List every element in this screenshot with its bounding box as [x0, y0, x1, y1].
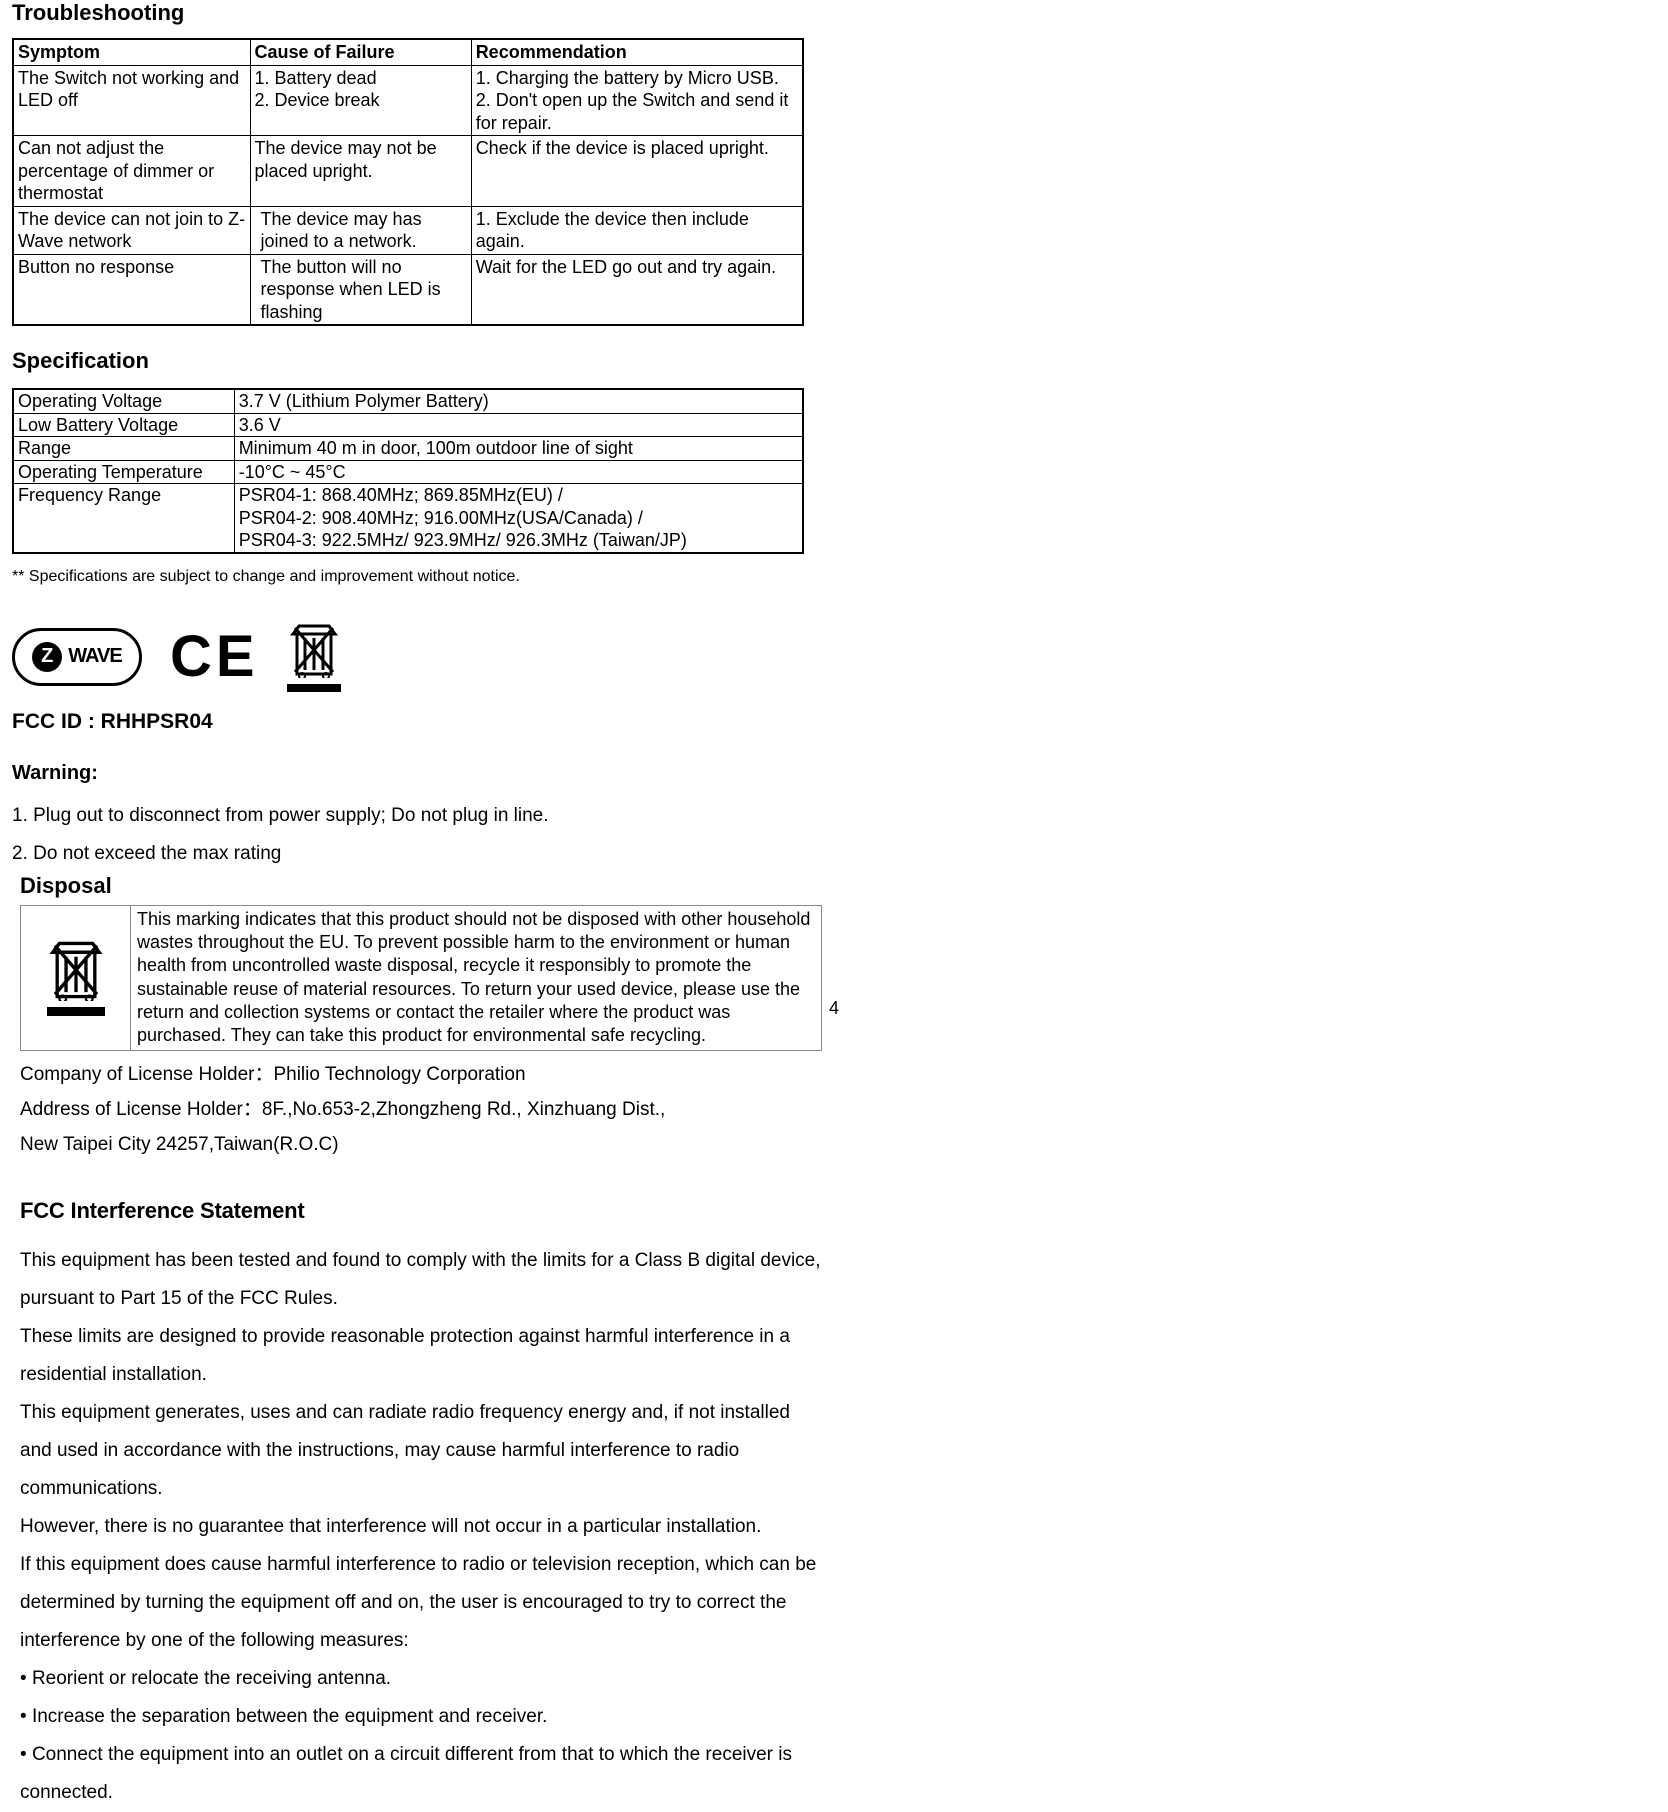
zwave-z-icon: Z [32, 642, 62, 672]
spec-key: Low Battery Voltage [13, 413, 234, 437]
spec-val: 3.6 V [234, 413, 803, 437]
cell: The button will no response when LED is … [250, 254, 471, 325]
cell: Can not adjust the percentage of dimmer … [13, 136, 250, 207]
fcc-paragraph: This equipment has been tested and found… [20, 1242, 822, 1318]
fcc-paragraph: These limits are designed to provide rea… [20, 1318, 822, 1394]
cell: 1. Exclude the device then include again… [471, 206, 803, 254]
fcc-statement-body: This equipment has been tested and found… [20, 1242, 822, 1812]
spec-val: -10°C ~ 45°C [234, 460, 803, 484]
table-header-row: Symptom Cause of Failure Recommendation [13, 39, 803, 65]
disposal-box: This marking indicates that this product… [20, 905, 822, 1051]
spec-val: 3.7 V (Lithium Polymer Battery) [234, 389, 803, 413]
specification-table: Operating Voltage3.7 V (Lithium Polymer … [12, 388, 804, 554]
warning-line: 2. Do not exceed the max rating [12, 835, 804, 873]
disposal-heading: Disposal [20, 873, 822, 899]
spec-key: Operating Voltage [13, 389, 234, 413]
table-row: Frequency RangePSR04-1: 868.40MHz; 869.8… [13, 484, 803, 553]
spec-key: Frequency Range [13, 484, 234, 553]
table-row: Button no response The button will no re… [13, 254, 803, 325]
cell: The device may has joined to a network. [250, 206, 471, 254]
fcc-bullet: Reorient or relocate the receiving anten… [20, 1660, 822, 1698]
weee-icon [287, 622, 341, 692]
table-row: Can not adjust the percentage of dimmer … [13, 136, 803, 207]
disposal-text: This marking indicates that this product… [131, 906, 821, 1050]
table-row: Operating Temperature-10°C ~ 45°C [13, 460, 803, 484]
company-line: Address of License Holder：8F.,No.653-2,Z… [20, 1092, 822, 1127]
fcc-paragraph: However, there is no guarantee that inte… [20, 1508, 822, 1546]
th-cause: Cause of Failure [250, 39, 471, 65]
cell: 1. Charging the battery by Micro USB. 2.… [471, 65, 803, 136]
cell: The device may not be placed upright. [250, 136, 471, 207]
fcc-bullet: Increase the separation between the equi… [20, 1698, 822, 1736]
cell: Button no response [13, 254, 250, 325]
spec-val: Minimum 40 m in door, 100m outdoor line … [234, 437, 803, 461]
table-row: Operating Voltage3.7 V (Lithium Polymer … [13, 389, 803, 413]
fcc-id-heading: FCC ID : RHHPSR04 [12, 710, 804, 734]
cell: Check if the device is placed upright. [471, 136, 803, 207]
warning-list: 1. Plug out to disconnect from power sup… [12, 797, 804, 873]
cell: 1. Battery dead 2. Device break [250, 65, 471, 136]
logo-row: Z WAVE CE [12, 622, 804, 692]
spec-key: Operating Temperature [13, 460, 234, 484]
troubleshooting-table: Symptom Cause of Failure Recommendation … [12, 38, 804, 326]
table-row: The Switch not working and LED off 1. Ba… [13, 65, 803, 136]
th-symptom: Symptom [13, 39, 250, 65]
company-info: Company of License Holder：Philio Technol… [20, 1057, 822, 1162]
fcc-statement-heading: FCC Interference Statement [20, 1198, 822, 1224]
fcc-bullet: Connect the equipment into an outlet on … [20, 1736, 822, 1812]
page-number: 4 [0, 998, 1668, 1019]
ce-mark-icon: CE [170, 628, 259, 686]
disposal-icon-cell [21, 906, 131, 1050]
fcc-paragraph: If this equipment does cause harmful int… [20, 1546, 822, 1660]
spec-val: PSR04-1: 868.40MHz; 869.85MHz(EU) / PSR0… [234, 484, 803, 553]
cell: Wait for the LED go out and try again. [471, 254, 803, 325]
company-line: New Taipei City 24257,Taiwan(R.O.C) [20, 1127, 822, 1162]
troubleshooting-heading: Troubleshooting [12, 0, 804, 26]
table-row: RangeMinimum 40 m in door, 100m outdoor … [13, 437, 803, 461]
company-line: Company of License Holder：Philio Technol… [20, 1057, 822, 1092]
cell: The device can not join to Z-Wave networ… [13, 206, 250, 254]
cell: The Switch not working and LED off [13, 65, 250, 136]
left-column: Troubleshooting Symptom Cause of Failure… [0, 0, 834, 873]
table-row: Low Battery Voltage3.6 V [13, 413, 803, 437]
specification-heading: Specification [12, 348, 804, 374]
warning-heading: Warning: [12, 762, 804, 785]
table-row: The device can not join to Z-Wave networ… [13, 206, 803, 254]
zwave-logo: Z WAVE [12, 628, 142, 686]
zwave-text: WAVE [68, 645, 121, 668]
page: Troubleshooting Symptom Cause of Failure… [0, 0, 1668, 1025]
th-recommendation: Recommendation [471, 39, 803, 65]
warning-line: 1. Plug out to disconnect from power sup… [12, 797, 804, 835]
fcc-paragraph: This equipment generates, uses and can r… [20, 1394, 822, 1508]
spec-key: Range [13, 437, 234, 461]
spec-footnote: ** Specifications are subject to change … [12, 568, 804, 586]
